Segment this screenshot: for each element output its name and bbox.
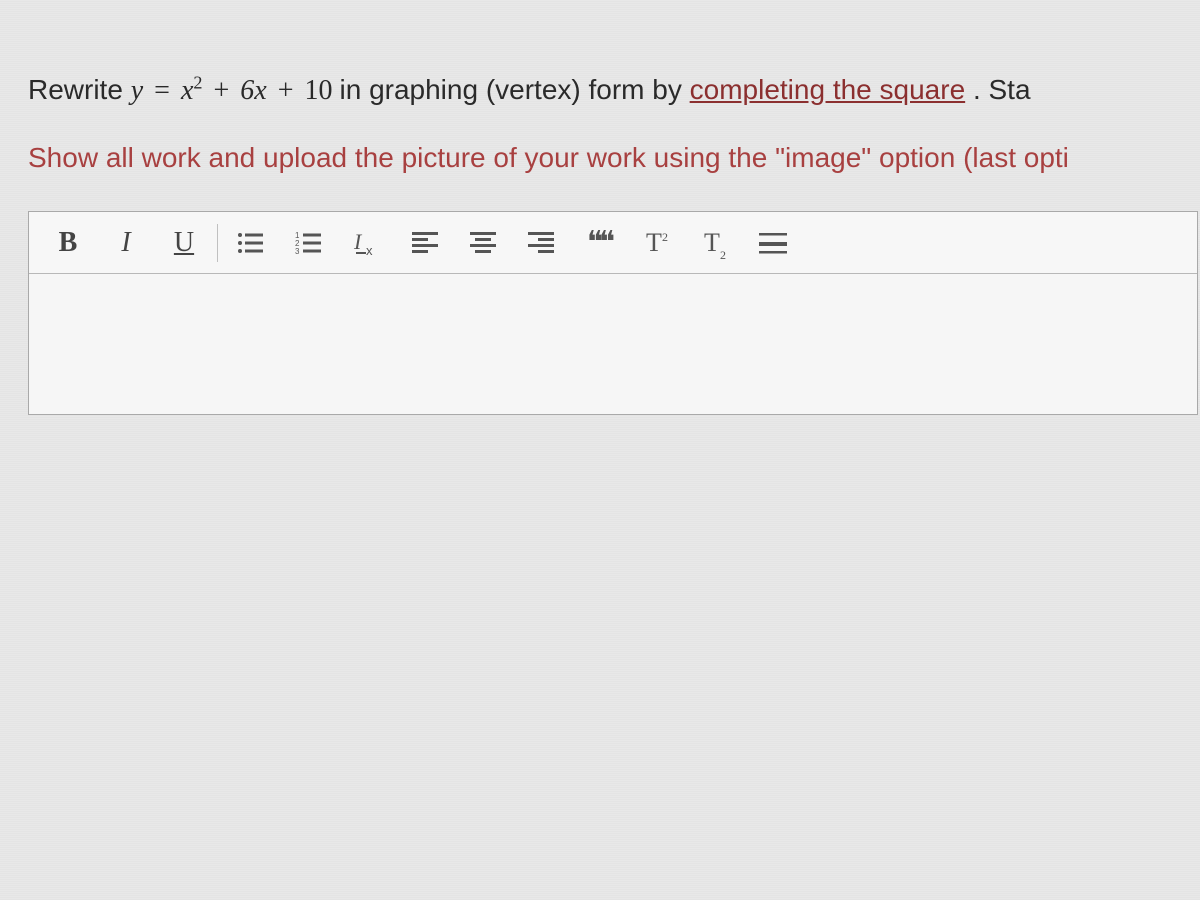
- question-line-2: Show all work and upload the picture of …: [28, 138, 1200, 177]
- math-y: y: [131, 75, 143, 106]
- math-expression: y = x2 + 6x + 10: [131, 75, 340, 106]
- math-exp: 2: [193, 73, 202, 93]
- q1-post: . Sta: [973, 74, 1031, 105]
- align-center-button[interactable]: [454, 212, 512, 274]
- toolbar-separator: [217, 224, 218, 262]
- editor-toolbar: B I U 1: [29, 212, 1197, 274]
- clear-format-icon: I x: [352, 229, 382, 257]
- align-right-button[interactable]: [512, 212, 570, 274]
- svg-text:x: x: [366, 243, 373, 257]
- completing-square-link[interactable]: completing the square: [690, 74, 966, 105]
- page-container: Rewrite y = x2 + 6x + 10 in graphing (ve…: [0, 0, 1200, 900]
- math-x: x: [181, 75, 193, 106]
- unordered-list-icon: [237, 231, 265, 255]
- editor-content-area[interactable]: [29, 274, 1197, 414]
- superscript-button[interactable]: T2: [628, 212, 686, 274]
- svg-text:I: I: [353, 229, 363, 254]
- bold-icon: B: [59, 227, 78, 259]
- bold-button[interactable]: B: [39, 212, 97, 274]
- align-left-icon: [412, 232, 438, 254]
- q1-mid: in graphing (vertex) form by: [340, 74, 690, 105]
- math-eq: =: [150, 75, 174, 106]
- subscript-button[interactable]: T2: [686, 212, 744, 274]
- underline-button[interactable]: U: [155, 212, 213, 274]
- math-plus1: +: [209, 75, 233, 106]
- align-left-button[interactable]: [396, 212, 454, 274]
- subscript-icon: T2: [704, 228, 726, 258]
- unordered-list-button[interactable]: [222, 212, 280, 274]
- ordered-list-button[interactable]: 1 2 3: [280, 212, 338, 274]
- math-6x: 6x: [240, 75, 266, 106]
- italic-button[interactable]: I: [97, 212, 155, 274]
- sub-exp: 2: [720, 248, 726, 262]
- underline-icon: U: [174, 227, 194, 259]
- svg-text:3: 3: [295, 247, 300, 255]
- math-plus2: +: [274, 75, 298, 106]
- hr-icon: [759, 232, 787, 254]
- quote-icon: ❝❝: [587, 225, 611, 260]
- blockquote-button[interactable]: ❝❝: [570, 212, 628, 274]
- superscript-icon: T2: [646, 228, 668, 258]
- align-right-icon: [528, 232, 554, 254]
- rich-text-editor: B I U 1: [28, 211, 1198, 415]
- align-center-icon: [470, 232, 496, 254]
- sup-base: T: [646, 228, 662, 257]
- clear-format-button[interactable]: I x: [338, 212, 396, 274]
- question-line-1: Rewrite y = x2 + 6x + 10 in graphing (ve…: [28, 70, 1200, 110]
- sup-exp: 2: [662, 230, 668, 244]
- insert-hr-button[interactable]: [744, 212, 802, 274]
- ordered-list-icon: 1 2 3: [295, 231, 323, 255]
- math-10: 10: [305, 75, 333, 106]
- sub-base: T: [704, 228, 720, 257]
- italic-icon: I: [121, 227, 130, 259]
- q1-pre: Rewrite: [28, 74, 131, 105]
